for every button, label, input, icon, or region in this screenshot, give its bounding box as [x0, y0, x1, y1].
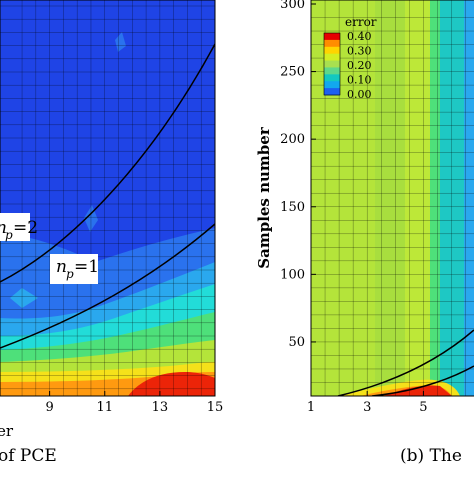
contour-line-np2	[0, 43, 215, 283]
colorbar-level-label: 0.10	[347, 74, 372, 87]
colorbar-level-label: 0.40	[347, 30, 372, 43]
caption-b: (b) The	[400, 446, 462, 466]
x-tick-label-a: 11	[96, 400, 113, 415]
x-ticks-b: 1 3 5	[307, 391, 428, 415]
panel-a	[0, 0, 215, 396]
colorbar-level-label: 0.00	[347, 88, 372, 101]
y-tick-label-b: 50	[288, 335, 305, 350]
label-np2: n p =2	[0, 213, 38, 242]
level-red	[128, 372, 215, 396]
colorbar-swatch	[324, 33, 340, 41]
x-tick-label-a: 15	[207, 400, 224, 415]
colorbar-swatch	[324, 67, 340, 75]
colorbar-level-label: 0.20	[347, 59, 372, 72]
band-green	[430, 0, 440, 396]
x-axis-label-a: er	[0, 422, 14, 440]
grid-a	[0, 0, 215, 396]
band-yellow-green-1	[311, 0, 375, 396]
region-red-bottom	[383, 385, 452, 396]
y-tick-label-b: 150	[280, 200, 305, 215]
colorbar: error 0.40 0.300.20 0.100.00	[323, 15, 377, 101]
level-light-blue-island	[10, 288, 38, 308]
plot-border-b	[310, 0, 474, 397]
band-cyan	[440, 0, 464, 396]
colorbar-swatch	[324, 60, 340, 68]
label-np1-sub: p	[66, 267, 74, 281]
band-yellow-green-2	[375, 0, 405, 396]
y-axis-label-b: Samples number	[255, 126, 273, 269]
colorbar-title: error	[345, 15, 377, 29]
colorbar-swatch	[324, 53, 340, 61]
x-ticks-a: 9 11 13 15	[45, 391, 223, 415]
label-np1-rest: =1	[74, 257, 99, 277]
y-tick-label-b: 200	[280, 132, 305, 147]
colorbar-swatch	[324, 88, 340, 96]
y-tick-label-b: 250	[280, 65, 305, 80]
colorbar-labels: 0.40 0.300.20 0.100.00	[347, 30, 372, 101]
colorbar-swatch	[324, 74, 340, 82]
caption-a: of PCE	[0, 446, 57, 466]
x-tick-label-b: 1	[307, 400, 315, 415]
label-np2-rest: =2	[13, 218, 38, 238]
colorbar-swatches	[323, 32, 341, 96]
x-tick-label-b: 3	[363, 400, 371, 415]
contour-fill-a	[0, 0, 215, 396]
band-yellow-green-3	[405, 0, 430, 396]
label-np2-sub: p	[5, 228, 13, 242]
colorbar-swatch	[324, 81, 340, 89]
x-tick-label-b: 5	[419, 400, 427, 415]
x-tick-label-a: 13	[152, 400, 169, 415]
panel-b	[311, 0, 474, 396]
blob-light-a2	[115, 32, 126, 52]
x-tick-label-a: 9	[45, 400, 53, 415]
colorbar-border	[323, 32, 341, 96]
band-light-blue	[464, 0, 474, 396]
colorbar-level-label: 0.30	[347, 45, 372, 58]
y-ticks-b: 50 100 150 200 250 300	[280, 0, 316, 350]
y-tick-label-b: 300	[280, 0, 305, 12]
contour-line-b1	[337, 329, 474, 396]
colorbar-swatch	[324, 39, 340, 48]
contour-line-b2	[371, 365, 474, 396]
label-np2-n: n	[0, 218, 7, 238]
colorbar-swatch	[324, 46, 340, 55]
y-tick-label-b: 100	[280, 267, 305, 282]
plot-border-a	[0, 0, 216, 397]
contour-line-np1	[0, 223, 215, 349]
label-np1: n p =1	[50, 254, 99, 284]
label-np1-n: n	[56, 257, 67, 277]
